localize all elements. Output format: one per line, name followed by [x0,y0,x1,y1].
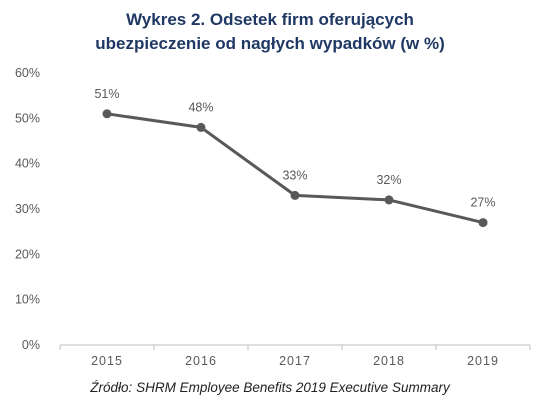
chart-title-line-1: Wykres 2. Odsetek firm oferujących [126,10,414,29]
data-point [290,190,300,200]
y-axis-ticks: 0% 10% 20% 30% 40% 50% 60% [15,66,40,352]
y-tick-label: 60% [15,66,40,80]
x-tick-label: 2018 [373,354,405,368]
data-point [384,195,394,205]
data-point [478,218,488,228]
data-label: 27% [470,196,495,210]
x-tick-label: 2019 [467,354,499,368]
x-tick-label: 2015 [91,354,123,368]
chart-title-line-2: ubezpieczenie od nagłych wypadków (w %) [95,34,445,53]
data-label: 48% [188,100,213,114]
x-tick-label: 2017 [279,354,311,368]
data-label: 51% [94,87,119,101]
source-note: Źródło: SHRM Employee Benefits 2019 Exec… [90,380,450,395]
data-points [102,109,488,228]
y-tick-label: 10% [15,293,40,307]
data-point [102,109,112,119]
y-tick-label: 40% [15,157,40,171]
data-label: 33% [282,168,307,182]
chart-title: Wykres 2. Odsetek firm oferujących ubezp… [0,8,540,56]
y-tick-label: 0% [22,338,40,352]
x-tick-label: 2016 [185,354,217,368]
data-label: 32% [376,173,401,187]
y-tick-label: 30% [15,202,40,216]
data-labels: 51% 48% 33% 32% 27% [94,87,495,210]
y-tick-label: 20% [15,247,40,261]
y-tick-label: 50% [15,111,40,125]
x-axis-ticks: 2015 2016 2017 2018 2019 [59,345,531,368]
data-point [196,122,206,132]
